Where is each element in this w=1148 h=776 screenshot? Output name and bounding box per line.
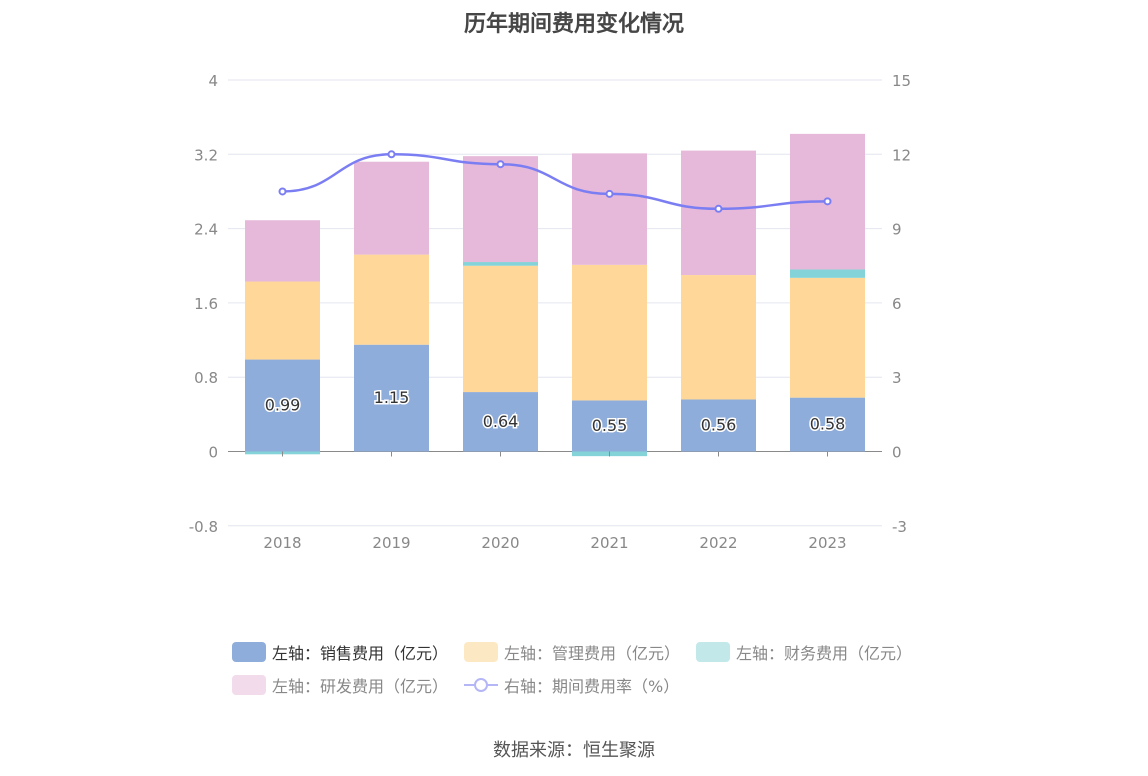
x-axis-tick-label: 2022 [699,534,737,552]
legend-label-sales: 左轴：销售费用（亿元） [272,644,449,663]
chart-title: 历年期间费用变化情况 [463,12,684,37]
bar-segment-s3-2019 [354,161,429,255]
left-axis-tick-label: 3.2 [194,146,218,164]
legend-label-rate: 右轴：期间费用率（%） [504,677,680,696]
right-axis-tick-label: 0 [892,444,902,462]
x-axis-tick-label: 2021 [590,534,628,552]
data-label-sales: 0.64 [483,412,519,431]
right-axis-tick-label: 3 [892,369,902,387]
legend-item-admin[interactable]: 左轴：管理费用（亿元） [464,640,680,664]
legend-swatch-rnd [232,675,266,695]
data-label-sales: 0.55 [592,416,628,435]
x-axis-tick-label: 2023 [808,534,846,552]
legend-swatch-finance [696,642,730,662]
left-axis-tick-label: 0 [208,444,218,462]
x-axis-tick-label: 2018 [263,534,301,552]
x-axis-tick-label: 2020 [481,534,519,552]
left-axis-tick-label: 1.6 [194,295,218,313]
legend-label-admin: 左轴：管理费用（亿元） [504,644,681,663]
bar-segment-s2-2023 [790,269,865,278]
bar-segment-s1-2022 [681,275,756,400]
rate-point-2022 [714,204,723,213]
right-axis-tick-label: -3 [892,518,907,536]
bar-segment-s1-2023 [790,277,865,398]
rate-point-2019 [387,150,396,159]
bar-segment-s3-2022 [681,150,756,276]
legend-item-rnd[interactable]: 左轴：研发费用（亿元） [232,673,448,697]
legend-label-rnd: 左轴：研发费用（亿元） [272,677,449,696]
bar-segment-s0-2018 [245,359,320,452]
legend-swatch-admin [464,642,498,662]
left-axis-tick-label: 0.8 [194,369,218,387]
data-label-sales: 0.56 [701,415,737,434]
right-axis-tick-label: 6 [892,295,902,313]
legend-item-rate[interactable]: 右轴：期间费用率（%） [464,673,679,697]
rate-line [282,153,828,211]
right-axis-tick-label: 15 [892,72,911,90]
bar-segment-s3-2021 [572,153,647,265]
x-axis-tick-label: 2019 [372,534,410,552]
bar-segment-s2-2020 [463,262,538,266]
rate-point-2020 [496,160,505,169]
bar-segment-s1-2019 [354,254,429,345]
bar-segment-s1-2018 [245,281,320,360]
legend-swatch-sales [232,642,266,662]
right-axis-tick-label: 12 [892,146,911,164]
legend-label-finance: 左轴：财务费用（亿元） [736,644,913,663]
data-label-sales: 1.15 [374,388,410,407]
bar-segment-s0-2023 [790,397,865,452]
legend-line-icon [464,675,498,695]
bar-segment-s0-2019 [354,344,429,452]
data-label-sales: 0.58 [810,415,846,434]
right-axis-tick-label: 9 [892,221,902,239]
rate-point-2021 [605,189,614,198]
bar-segment-s1-2020 [463,265,538,393]
legend-item-finance[interactable]: 左轴：财务费用（亿元） [696,640,912,664]
bar-segment-s1-2021 [572,264,647,401]
source-note: 数据来源：恒生聚源 [493,740,655,761]
bar-segment-s0-2021 [572,400,647,452]
rate-point-2018 [278,187,287,196]
bar-segment-s0-2020 [463,392,538,452]
bar-segment-s3-2020 [463,156,538,263]
left-axis-tick-label: 4 [208,72,218,90]
legend-item-sales[interactable]: 左轴：销售费用（亿元） [232,640,448,664]
left-axis-tick-label: -0.8 [189,518,218,536]
left-axis-tick-label: 2.4 [194,221,218,239]
data-label-sales: 0.99 [265,396,301,415]
bar-segment-s3-2018 [245,220,320,282]
rate-point-2023 [823,197,832,206]
bar-segment-s0-2022 [681,399,756,452]
